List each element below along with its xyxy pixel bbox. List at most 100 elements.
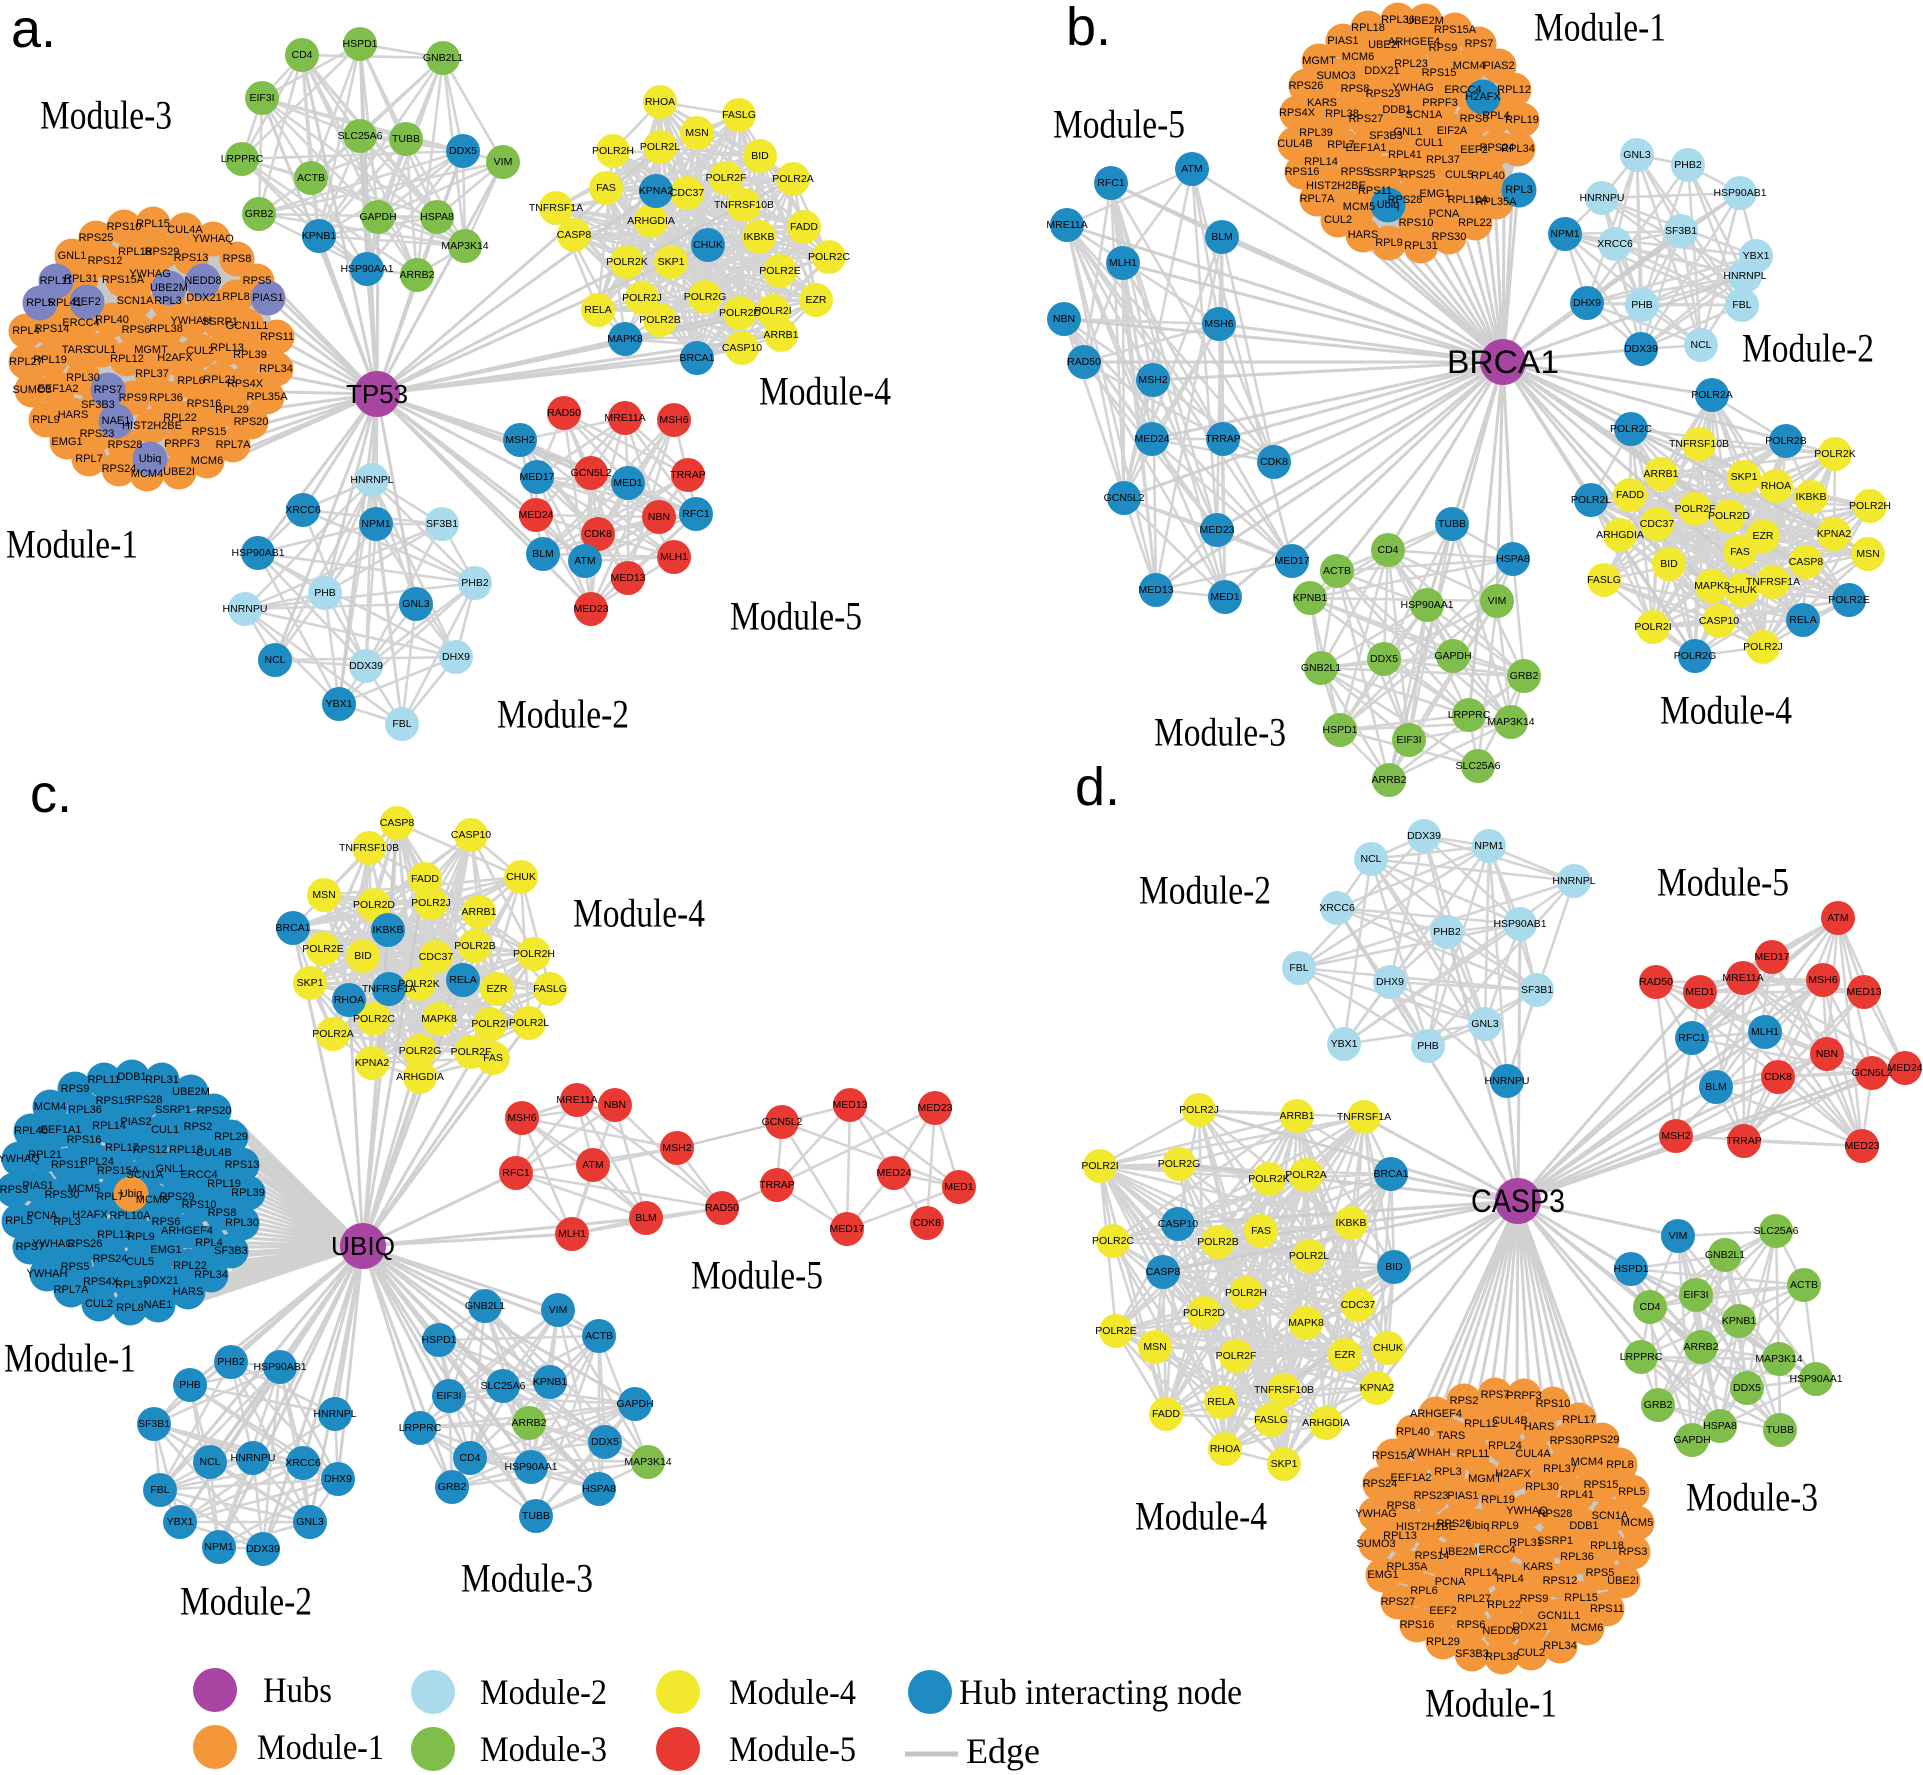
svg-text:MED17: MED17 [1754,951,1789,963]
svg-text:FASLG: FASLG [1587,574,1621,586]
svg-text:RPL14: RPL14 [1464,1567,1498,1579]
svg-text:RPS28: RPS28 [108,439,143,451]
svg-text:UBE2M: UBE2M [150,282,188,294]
svg-text:PRPF3: PRPF3 [1422,97,1457,109]
svg-text:RPL4: RPL4 [12,325,40,337]
svg-text:RPS26: RPS26 [68,1238,103,1250]
svg-text:RPL22: RPL22 [173,1260,207,1272]
svg-text:GNB2L1: GNB2L1 [1705,1249,1745,1261]
svg-text:H2AFX: H2AFX [72,1209,108,1221]
svg-text:RPL30: RPL30 [66,372,100,384]
svg-text:RPL8: RPL8 [1606,1459,1634,1471]
svg-text:POLR2I: POLR2I [471,1018,508,1030]
svg-text:GCN5L2: GCN5L2 [1104,492,1145,504]
svg-text:RPS16: RPS16 [1285,166,1320,178]
svg-text:EIF3I: EIF3I [1396,734,1421,746]
svg-text:RPL7A: RPL7A [216,439,252,451]
svg-text:RPS15A: RPS15A [1372,1450,1415,1462]
svg-text:Module-3: Module-3 [480,1729,607,1769]
svg-text:RPL13: RPL13 [210,342,244,354]
svg-text:DHX9: DHX9 [1573,297,1601,309]
svg-text:RPL40: RPL40 [1396,1426,1430,1438]
svg-text:YWHAG: YWHAG [32,1238,74,1250]
svg-text:Hubs: Hubs [263,1670,332,1710]
svg-text:RPL36: RPL36 [1560,1551,1594,1563]
svg-text:TNFRSF1A: TNFRSF1A [1746,576,1800,588]
svg-text:ERCC4: ERCC4 [1444,84,1481,96]
svg-text:DDX21: DDX21 [186,292,221,304]
svg-text:PIAS1: PIAS1 [1327,35,1358,47]
svg-text:ARRB1: ARRB1 [1279,1110,1314,1122]
svg-text:RPL24: RPL24 [1488,1440,1522,1452]
svg-text:FADD: FADD [1616,489,1644,501]
svg-text:PHB2: PHB2 [1433,926,1461,938]
svg-text:RPL40: RPL40 [14,1125,48,1137]
svg-text:FBL: FBL [1289,962,1308,974]
svg-text:MSH2: MSH2 [662,1142,691,1154]
svg-text:POLR2F: POLR2F [1675,503,1716,515]
svg-text:Module-5: Module-5 [730,594,862,639]
svg-text:HSP90AB1: HSP90AB1 [1713,187,1766,199]
svg-text:GRB2: GRB2 [1644,1399,1673,1411]
svg-text:MED1: MED1 [1685,986,1714,998]
svg-text:PHB: PHB [1631,299,1653,311]
svg-text:RPL9: RPL9 [32,414,60,426]
svg-text:POLR2K: POLR2K [398,978,439,990]
svg-text:SF3B1: SF3B1 [138,1418,170,1430]
svg-text:Ubiq: Ubiq [120,1188,143,1200]
svg-text:RPL36: RPL36 [1381,14,1415,26]
svg-text:YBX1: YBX1 [1743,250,1770,262]
svg-text:Module-5: Module-5 [1053,102,1185,147]
svg-text:RPL22: RPL22 [1458,217,1492,229]
svg-text:TUBB: TUBB [522,1510,550,1522]
svg-text:GCN5L2: GCN5L2 [762,1116,803,1128]
svg-text:RPS8: RPS8 [1341,83,1370,95]
svg-text:SKP1: SKP1 [1731,471,1758,483]
svg-text:FBL: FBL [150,1484,169,1496]
svg-text:FAS: FAS [1730,546,1750,558]
svg-text:RPS4X: RPS4X [1279,107,1316,119]
svg-text:Module-3: Module-3 [1154,710,1286,755]
svg-text:NAE1: NAE1 [102,415,131,427]
svg-text:HSP90AB1: HSP90AB1 [231,547,284,559]
svg-text:EMG1: EMG1 [1419,188,1450,200]
svg-text:ARHGDIA: ARHGDIA [1302,1417,1350,1429]
svg-text:MSH2: MSH2 [505,434,534,446]
svg-text:RPL40: RPL40 [95,314,129,326]
svg-text:POLR2H: POLR2H [513,948,555,960]
svg-text:RPL36: RPL36 [149,392,183,404]
svg-text:H2AFX: H2AFX [1465,91,1501,103]
svg-text:RPL10A: RPL10A [1448,194,1490,206]
svg-text:KPNA2: KPNA2 [355,1057,390,1069]
svg-text:RPL41: RPL41 [48,297,82,309]
svg-text:VIM: VIM [494,156,513,168]
svg-text:Module-4: Module-4 [573,891,705,936]
svg-text:Module-3: Module-3 [1686,1475,1818,1520]
svg-text:RELA: RELA [584,304,611,316]
svg-text:HIST2H2BE: HIST2H2BE [122,420,182,432]
svg-text:RPS5: RPS5 [1586,1567,1615,1579]
svg-text:RPS10: RPS10 [182,1199,217,1211]
svg-text:RPL35A: RPL35A [1387,1561,1429,1573]
svg-text:RPL41: RPL41 [1388,149,1422,161]
svg-text:RPL3: RPL3 [1434,1466,1462,1478]
svg-text:MAPK8: MAPK8 [1288,1317,1324,1329]
svg-text:BLM: BLM [1211,231,1233,243]
svg-text:SUMO3: SUMO3 [1356,1538,1395,1550]
svg-text:RPS9: RPS9 [1520,1593,1549,1605]
svg-text:CUL5: CUL5 [1445,169,1473,181]
svg-text:RPL39: RPL39 [233,349,267,361]
svg-text:NCL: NCL [1360,853,1381,865]
svg-text:RPL38: RPL38 [1325,108,1359,120]
svg-text:RPS28: RPS28 [128,1094,163,1106]
svg-text:GRB2: GRB2 [245,208,274,220]
svg-text:MSH2: MSH2 [1661,1130,1690,1142]
svg-text:ATM: ATM [574,555,595,567]
svg-text:HARS: HARS [1348,229,1379,241]
svg-text:MED24: MED24 [876,1167,911,1179]
svg-text:Module-2: Module-2 [497,692,629,737]
svg-text:RPS11: RPS11 [1590,1603,1624,1615]
svg-text:SUMO3: SUMO3 [1316,70,1355,82]
svg-text:HIST2H2BE: HIST2H2BE [1396,1521,1456,1533]
svg-text:POLR2J: POLR2J [622,292,662,304]
